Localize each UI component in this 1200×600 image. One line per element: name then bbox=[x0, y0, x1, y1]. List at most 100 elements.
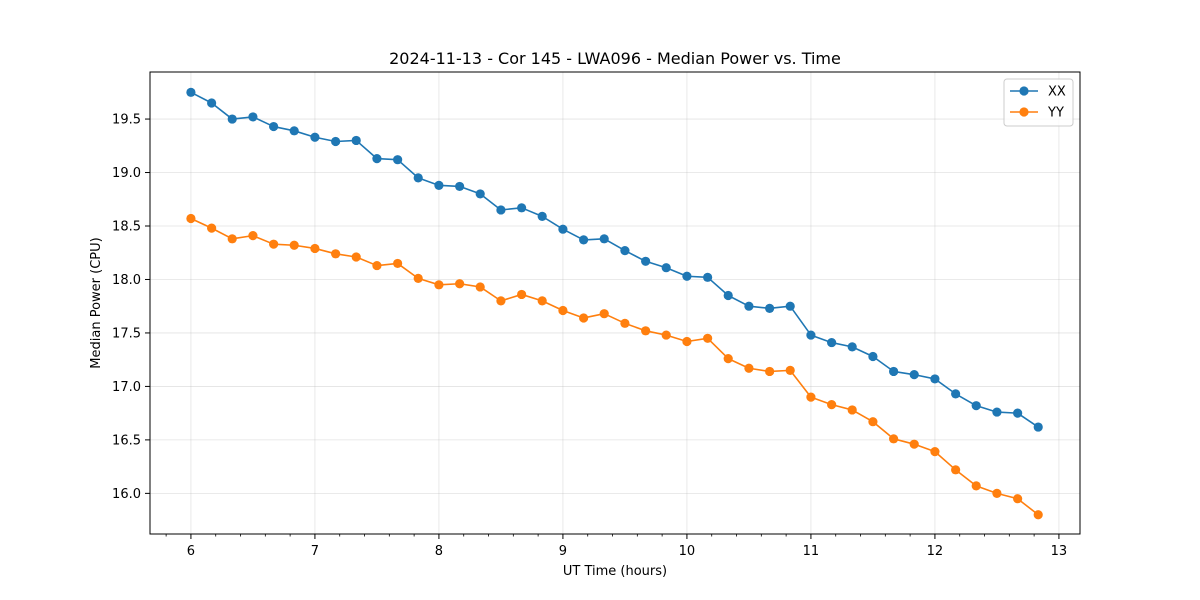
data-point-xx bbox=[992, 407, 1002, 417]
y-axis-label: Median Power (CPU) bbox=[89, 237, 104, 368]
data-point-yy bbox=[930, 447, 940, 457]
data-point-xx bbox=[785, 301, 795, 311]
data-point-yy bbox=[1013, 494, 1023, 504]
data-point-yy bbox=[413, 273, 423, 283]
data-point-xx bbox=[455, 181, 465, 192]
y-tick-label: 19.5 bbox=[112, 113, 141, 128]
data-point-xx bbox=[558, 224, 568, 234]
data-point-xx bbox=[971, 401, 981, 411]
data-point-xx bbox=[723, 290, 733, 301]
data-point-xx bbox=[889, 366, 899, 377]
data-point-xx bbox=[393, 155, 403, 165]
data-point-yy bbox=[558, 305, 568, 316]
data-point-xx bbox=[248, 112, 258, 122]
data-point-yy bbox=[331, 249, 341, 259]
data-point-yy bbox=[641, 326, 651, 336]
data-point-xx bbox=[930, 374, 940, 384]
data-point-xx bbox=[909, 370, 919, 380]
data-point-yy bbox=[310, 243, 320, 254]
data-point-xx bbox=[765, 303, 775, 313]
x-axis: 6 7 8 9 10 11 12 13 bbox=[165, 534, 1067, 559]
data-point-yy bbox=[227, 234, 237, 244]
y-tick-label: 18.5 bbox=[112, 220, 141, 235]
data-point-xx bbox=[620, 246, 630, 256]
y-axis: 16.0 16.5 17.0 17.5 18.0 18.5 19.0 19.5 bbox=[112, 113, 150, 502]
data-point-xx bbox=[537, 211, 547, 221]
data-point-yy bbox=[744, 363, 754, 373]
data-point-yy bbox=[579, 313, 589, 323]
data-point-xx bbox=[599, 234, 609, 244]
data-point-yy bbox=[1033, 510, 1043, 520]
data-point-xx bbox=[475, 189, 485, 199]
data-point-yy bbox=[806, 392, 816, 402]
plot-series bbox=[186, 87, 1043, 520]
data-point-xx bbox=[703, 272, 713, 282]
data-point-yy bbox=[889, 434, 899, 444]
data-point-yy bbox=[269, 239, 279, 249]
y-tick-label: 19.0 bbox=[112, 166, 141, 181]
data-point-xx bbox=[682, 271, 692, 281]
data-point-yy bbox=[393, 258, 403, 269]
data-point-xx bbox=[661, 263, 671, 273]
x-tick-label: 6 bbox=[187, 544, 195, 559]
x-tick-label: 7 bbox=[311, 544, 319, 559]
data-point-yy bbox=[248, 231, 258, 241]
data-point-xx bbox=[1013, 408, 1023, 418]
data-point-xx bbox=[951, 389, 961, 399]
data-point-xx bbox=[517, 203, 527, 213]
data-point-yy bbox=[827, 400, 837, 410]
data-point-yy bbox=[703, 333, 713, 343]
data-point-yy bbox=[847, 405, 857, 415]
data-point-yy bbox=[351, 252, 361, 262]
data-point-xx bbox=[806, 330, 816, 340]
data-point-yy bbox=[599, 309, 609, 319]
y-tick-label: 17.0 bbox=[112, 380, 141, 395]
data-point-yy bbox=[289, 240, 299, 250]
y-tick-label: 18.0 bbox=[112, 273, 141, 288]
x-tick-label: 11 bbox=[803, 544, 820, 559]
chart-title: 2024-11-13 - Cor 145 - LWA096 - Median P… bbox=[389, 49, 841, 68]
data-point-yy bbox=[434, 280, 444, 290]
data-point-yy bbox=[951, 465, 961, 475]
y-tick-label: 16.5 bbox=[112, 433, 141, 448]
data-point-yy bbox=[682, 336, 692, 347]
data-point-xx bbox=[847, 342, 857, 352]
data-point-yy bbox=[661, 330, 671, 340]
legend-marker-yy bbox=[1019, 107, 1029, 117]
y-tick-label: 16.0 bbox=[112, 487, 141, 502]
data-point-yy bbox=[868, 417, 878, 427]
legend: XX YY bbox=[1003, 78, 1074, 127]
data-point-xx bbox=[413, 173, 423, 183]
data-point-xx bbox=[310, 132, 320, 142]
data-point-yy bbox=[455, 279, 465, 289]
data-point-yy bbox=[971, 481, 981, 491]
data-point-yy bbox=[765, 366, 775, 377]
x-tick-label: 12 bbox=[927, 544, 944, 559]
data-point-yy bbox=[372, 260, 382, 271]
x-tick-label: 10 bbox=[679, 544, 696, 559]
data-point-xx bbox=[868, 351, 878, 362]
legend-marker-xx bbox=[1019, 86, 1029, 96]
data-point-xx bbox=[1033, 422, 1043, 432]
data-point-xx bbox=[434, 180, 444, 190]
x-axis-label: UT Time (hours) bbox=[563, 564, 667, 579]
data-point-xx bbox=[207, 98, 217, 108]
data-point-xx bbox=[289, 126, 299, 136]
data-point-xx bbox=[269, 121, 279, 132]
legend-label-yy: YY bbox=[1047, 106, 1064, 121]
data-point-xx bbox=[641, 256, 651, 266]
x-tick-label: 8 bbox=[435, 544, 443, 559]
data-point-yy bbox=[475, 282, 485, 292]
grid bbox=[150, 72, 1080, 534]
data-point-xx bbox=[186, 87, 196, 97]
y-tick-label: 17.5 bbox=[112, 326, 141, 341]
data-point-xx bbox=[744, 301, 754, 311]
data-point-xx bbox=[331, 136, 341, 147]
plot-area-frame bbox=[149, 71, 1081, 535]
data-point-xx bbox=[227, 114, 237, 124]
data-point-yy bbox=[207, 223, 217, 233]
data-point-yy bbox=[992, 488, 1002, 498]
data-point-yy bbox=[517, 289, 527, 300]
